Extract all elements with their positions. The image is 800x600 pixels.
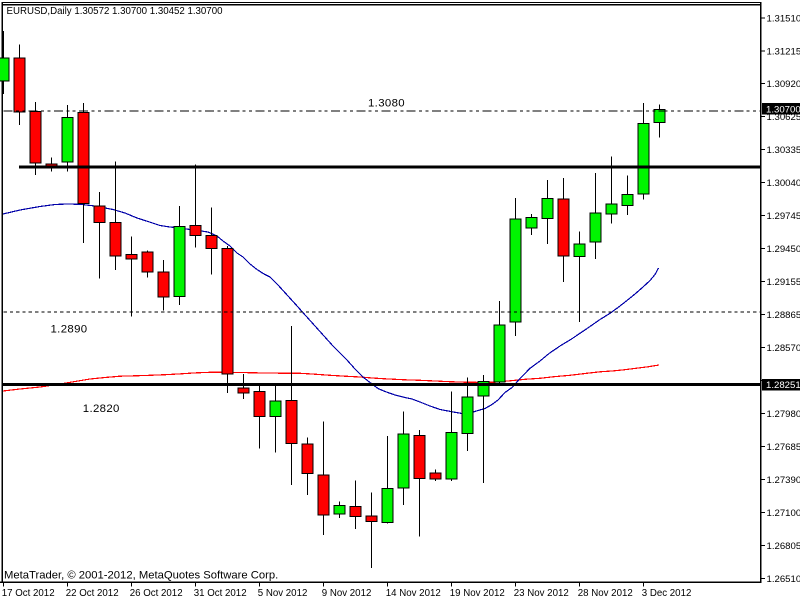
svg-text:26 Oct 2012: 26 Oct 2012 (130, 588, 183, 599)
svg-text:1.3080: 1.3080 (368, 97, 405, 109)
svg-text:17 Oct 2012: 17 Oct 2012 (2, 588, 55, 599)
svg-text:1.29155: 1.29155 (767, 277, 800, 288)
svg-text:1.28251: 1.28251 (766, 380, 800, 391)
svg-text:1.30040: 1.30040 (767, 178, 800, 189)
svg-text:1.31510: 1.31510 (767, 13, 800, 24)
svg-text:EURUSD,Daily 1.30572 1.30700: EURUSD,Daily 1.30572 1.30700 1.30452 1.3… (7, 6, 224, 17)
svg-text:1.30920: 1.30920 (767, 79, 800, 90)
svg-text:1.27100: 1.27100 (767, 508, 800, 519)
svg-text:1.31215: 1.31215 (767, 46, 800, 57)
svg-text:1.30335: 1.30335 (767, 145, 800, 156)
svg-text:14 Nov 2012: 14 Nov 2012 (386, 588, 441, 599)
svg-text:1.26510: 1.26510 (767, 574, 800, 585)
svg-text:31 Oct 2012: 31 Oct 2012 (194, 588, 247, 599)
svg-text:MetaTrader, © 2001-2012, MetaQ: MetaTrader, © 2001-2012, MetaQuotes Soft… (4, 570, 278, 582)
svg-text:19 Nov 2012: 19 Nov 2012 (450, 588, 505, 599)
svg-text:1.30700: 1.30700 (766, 104, 800, 115)
svg-text:23 Nov 2012: 23 Nov 2012 (514, 588, 569, 599)
svg-text:1.27980: 1.27980 (767, 409, 800, 420)
svg-text:1.28570: 1.28570 (767, 343, 800, 354)
svg-text:1.30625: 1.30625 (767, 112, 800, 123)
svg-text:1.26805: 1.26805 (767, 541, 800, 552)
svg-text:9 Nov 2012: 9 Nov 2012 (322, 588, 372, 599)
svg-text:1.27390: 1.27390 (767, 475, 800, 486)
svg-text:28 Nov 2012: 28 Nov 2012 (578, 588, 633, 599)
svg-text:1.29450: 1.29450 (767, 244, 800, 255)
svg-text:1.28865: 1.28865 (767, 310, 800, 321)
svg-text:3 Dec 2012: 3 Dec 2012 (642, 588, 692, 599)
svg-text:1.29745: 1.29745 (767, 211, 800, 222)
svg-text:22 Oct 2012: 22 Oct 2012 (66, 588, 119, 599)
svg-text:1.2820: 1.2820 (83, 403, 120, 415)
svg-text:1.2890: 1.2890 (51, 324, 88, 336)
svg-text:1.27685: 1.27685 (767, 442, 800, 453)
svg-text:5 Nov 2012: 5 Nov 2012 (258, 588, 308, 599)
